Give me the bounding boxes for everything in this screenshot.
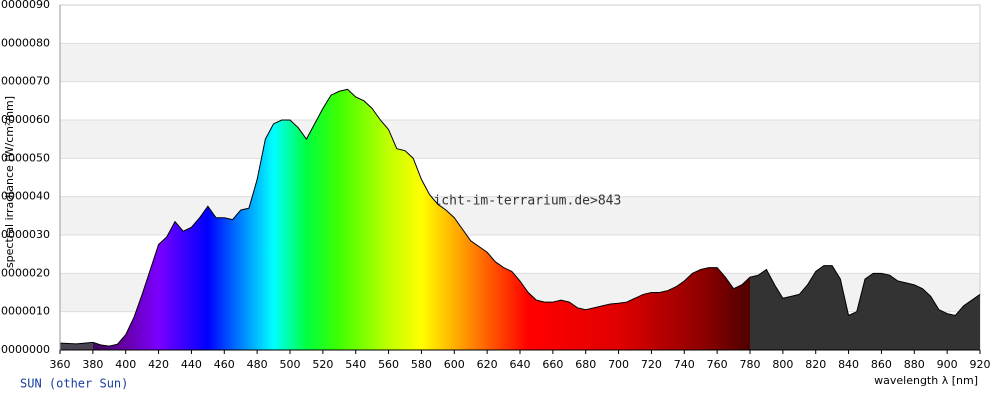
- y-tick-label: 0.0000090: [0, 0, 50, 11]
- spectrum-area: [60, 89, 980, 350]
- x-tick-label: 520: [312, 358, 333, 371]
- x-tick-label: 600: [444, 358, 465, 371]
- x-tick-label: 500: [280, 358, 301, 371]
- x-tick-label: 440: [181, 358, 202, 371]
- x-tick-label: 880: [904, 358, 925, 371]
- x-tick-label: 620: [477, 358, 498, 371]
- x-tick-label: 800: [772, 358, 793, 371]
- x-tick-label: 740: [674, 358, 695, 371]
- y-tick-label: 0.0000010: [0, 305, 50, 318]
- x-tick-label: 380: [82, 358, 103, 371]
- x-axis-label: wavelength λ [nm]: [874, 374, 978, 387]
- watermark: lamps.licht-im-terrarium.de>843: [379, 194, 622, 209]
- x-tick-label: 580: [411, 358, 432, 371]
- legend-entry: SUN (other Sun): [20, 377, 128, 391]
- x-tick-label: 360: [50, 358, 71, 371]
- x-tick-label: 900: [937, 358, 958, 371]
- x-tick-label: 540: [345, 358, 366, 371]
- y-tick-label: 0.0000020: [0, 266, 50, 279]
- grid-band: [60, 120, 980, 159]
- x-tick-label: 760: [707, 358, 728, 371]
- spectrum-line: [59, 88, 981, 347]
- x-tick-label: 720: [641, 358, 662, 371]
- x-tick-label: 920: [970, 358, 991, 371]
- x-tick-label: 560: [378, 358, 399, 371]
- y-tick-label: 0.0000070: [0, 75, 50, 88]
- y-tick-label: 0.0000040: [0, 190, 50, 203]
- x-tick-label: 840: [838, 358, 859, 371]
- y-tick-label: 0.0000080: [0, 36, 50, 49]
- x-tick-label: 480: [247, 358, 268, 371]
- y-tick-label: 0.0000030: [0, 228, 50, 241]
- y-tick-label: 0.0000050: [0, 151, 50, 164]
- x-tick-label: 700: [608, 358, 629, 371]
- y-axis-label: spectral irradiance [W/cm²/nm]: [3, 96, 16, 268]
- x-tick-label: 400: [115, 358, 136, 371]
- x-tick-label: 420: [148, 358, 169, 371]
- y-tick-label: 0.0000060: [0, 113, 50, 126]
- x-tick-label: 640: [510, 358, 531, 371]
- y-tick-label: 0.0000000: [0, 343, 50, 356]
- grid-band: [60, 43, 980, 82]
- x-tick-label: 820: [805, 358, 826, 371]
- x-tick-label: 780: [740, 358, 761, 371]
- x-tick-label: 860: [871, 358, 892, 371]
- x-tick-label: 660: [542, 358, 563, 371]
- x-tick-label: 680: [575, 358, 596, 371]
- x-tick-label: 460: [214, 358, 235, 371]
